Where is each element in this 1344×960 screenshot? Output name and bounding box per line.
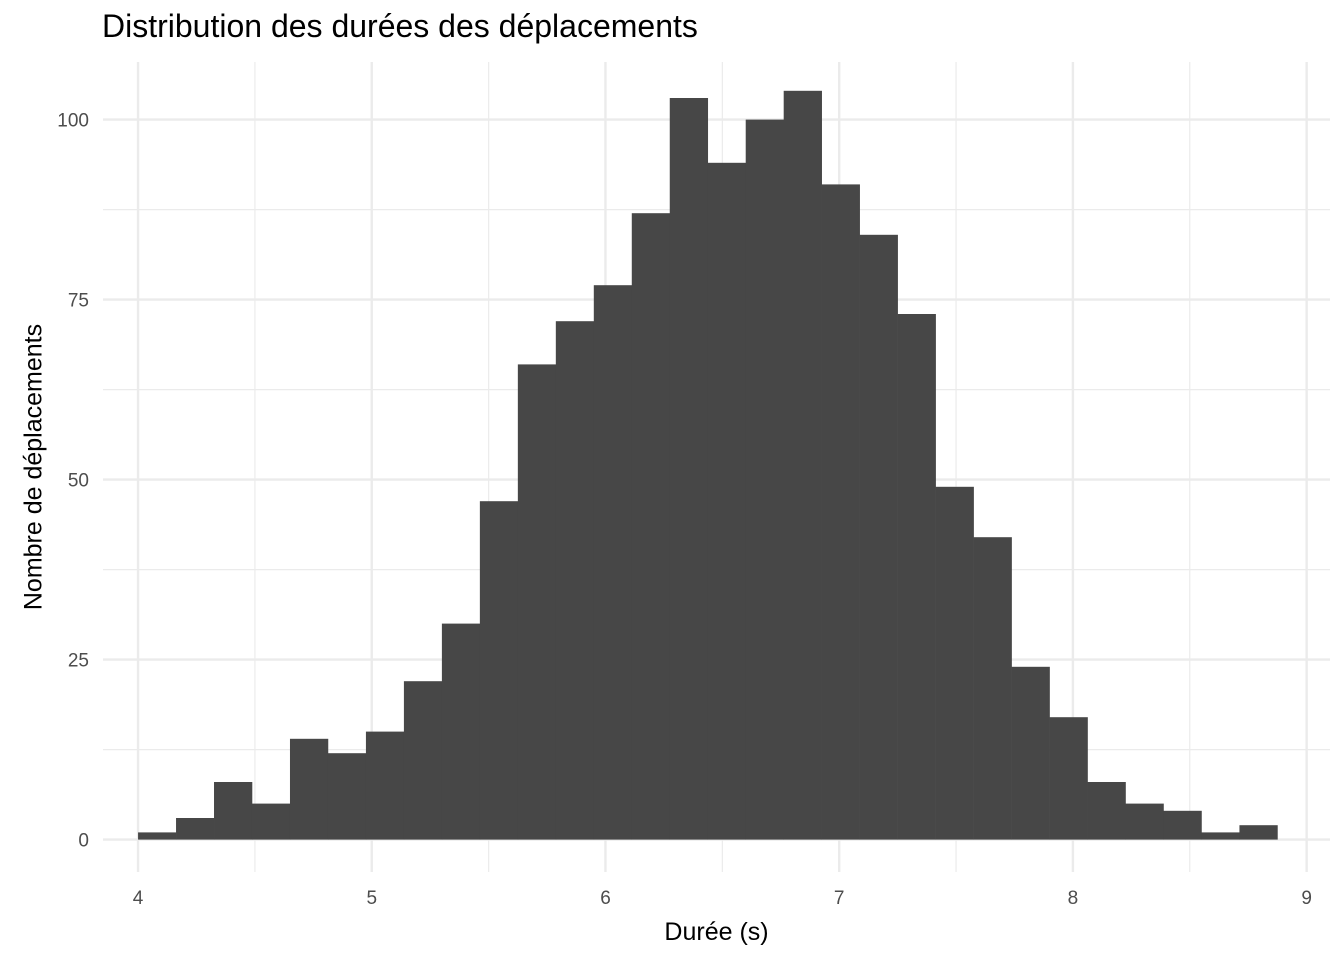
x-axis-title: Durée (s) [664,918,768,946]
x-tick-label: 4 [133,888,144,909]
histogram-bar [214,782,253,840]
histogram-bar [441,623,481,840]
histogram-bar [821,184,860,840]
histogram-bar [1201,832,1240,840]
histogram-bars [138,90,1278,840]
histogram-bar [1087,782,1126,840]
histogram-bar [859,234,898,840]
histogram-bar [935,486,974,840]
x-tick-label: 5 [366,888,377,909]
histogram-bar [1163,810,1202,840]
histogram-bar [176,818,215,840]
histogram-bar [783,90,822,840]
x-tick-label: 9 [1301,888,1312,909]
histogram-bar [479,501,519,840]
histogram-bar [897,314,936,840]
y-tick-labels: 0 25 50 75 100 [57,111,89,852]
histogram-bar [403,681,443,840]
histogram-bar [1239,825,1278,840]
histogram-bar [555,321,595,840]
histogram-bar [365,731,405,840]
x-tick-label: 6 [600,888,611,909]
histogram-bar [1125,803,1164,840]
histogram-bar [707,162,747,840]
y-axis-title: Nombre de déplacements [20,324,48,610]
histogram-bar [1049,717,1088,840]
histogram-bar [517,364,557,840]
x-tick-labels: 4 5 6 7 8 9 [133,888,1312,909]
histogram-bar [593,285,633,840]
y-tick-label: 0 [78,831,89,852]
histogram-bar [327,753,367,840]
x-tick-label: 7 [834,888,845,909]
histogram-bar [745,119,784,840]
y-tick-label: 75 [68,291,89,312]
histogram-bar [669,98,709,840]
chart-title: Distribution des durées des déplacements [102,8,698,44]
histogram-bar [251,803,291,840]
y-tick-label: 100 [57,111,89,132]
x-tick-label: 8 [1068,888,1079,909]
histogram-bar [973,537,1012,840]
histogram-bar [289,738,329,840]
y-tick-label: 50 [68,471,89,492]
y-tick-label: 25 [68,651,89,672]
histogram-bar [1011,666,1050,840]
histogram-bar [631,213,671,840]
histogram-bar [138,832,177,840]
